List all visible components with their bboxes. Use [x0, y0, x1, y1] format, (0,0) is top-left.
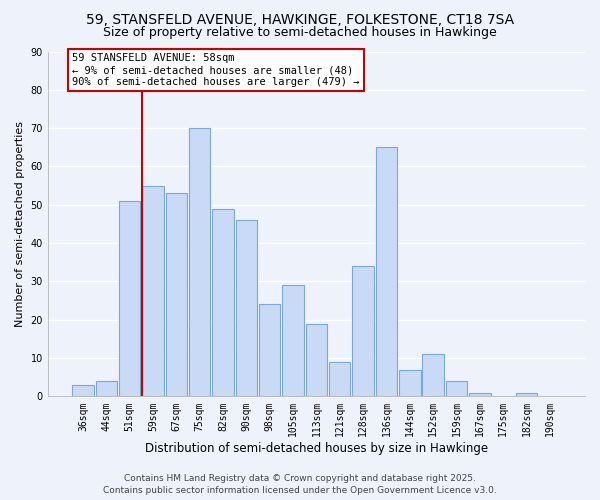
X-axis label: Distribution of semi-detached houses by size in Hawkinge: Distribution of semi-detached houses by …	[145, 442, 488, 455]
Bar	[399, 370, 421, 396]
Text: 59, STANSFELD AVENUE, HAWKINGE, FOLKESTONE, CT18 7SA: 59, STANSFELD AVENUE, HAWKINGE, FOLKESTO…	[86, 12, 514, 26]
Bar	[212, 208, 234, 396]
Bar	[189, 128, 211, 396]
Bar	[142, 186, 164, 396]
Bar	[352, 266, 374, 396]
Bar	[422, 354, 444, 397]
Bar	[283, 285, 304, 397]
Text: Contains HM Land Registry data © Crown copyright and database right 2025.
Contai: Contains HM Land Registry data © Crown c…	[103, 474, 497, 495]
Text: 59 STANSFELD AVENUE: 58sqm
← 9% of semi-detached houses are smaller (48)
90% of : 59 STANSFELD AVENUE: 58sqm ← 9% of semi-…	[72, 54, 360, 86]
Bar	[469, 392, 491, 396]
Bar	[305, 324, 327, 396]
Y-axis label: Number of semi-detached properties: Number of semi-detached properties	[15, 121, 25, 327]
Bar	[72, 385, 94, 396]
Bar	[259, 304, 280, 396]
Bar	[166, 194, 187, 396]
Bar	[516, 392, 537, 396]
Bar	[236, 220, 257, 396]
Bar	[119, 201, 140, 396]
Text: Size of property relative to semi-detached houses in Hawkinge: Size of property relative to semi-detach…	[103, 26, 497, 39]
Bar	[95, 381, 117, 396]
Bar	[446, 381, 467, 396]
Bar	[376, 148, 397, 396]
Bar	[329, 362, 350, 396]
